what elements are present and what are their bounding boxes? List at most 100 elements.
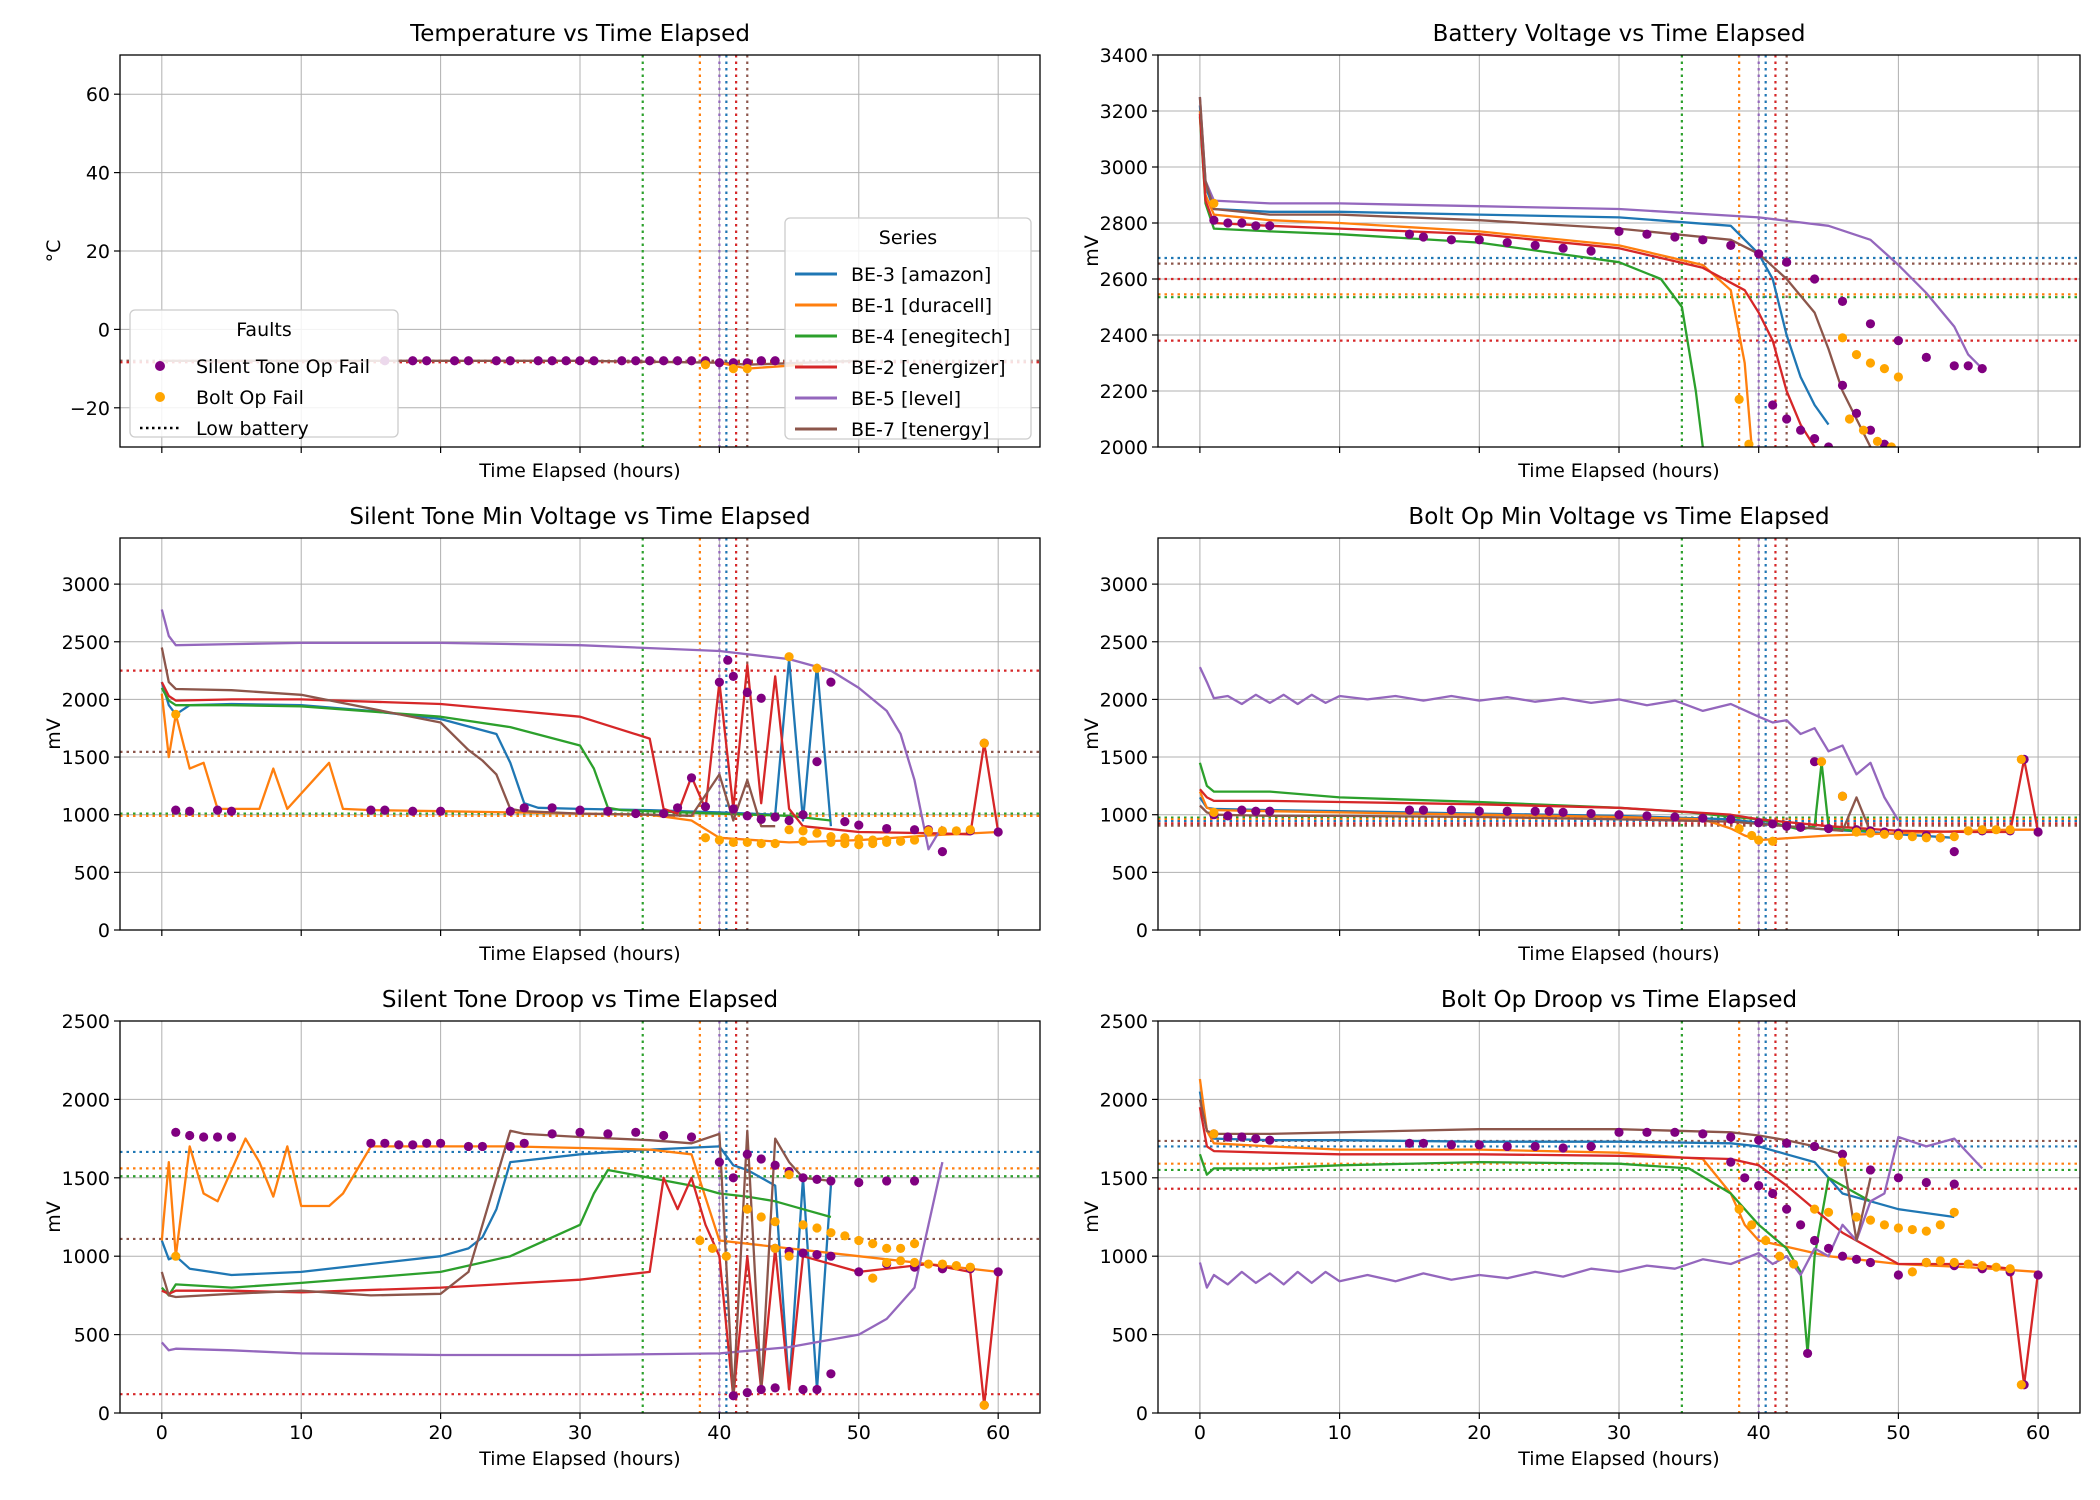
bolt-op-fail-marker xyxy=(826,832,836,842)
chart-temperature: −20 0 20 40 60 Temperature vs Time Elapsed Tim… xyxy=(43,21,1041,482)
silent-tone-fail-marker xyxy=(477,1141,488,1152)
silent-tone-fail-marker xyxy=(1586,808,1596,819)
silent-tone-fail-marker xyxy=(1754,1135,1764,1145)
silent-tone-fail-marker xyxy=(575,356,585,366)
bolt-op-fail-marker xyxy=(937,826,948,836)
y-tick-label: 3000 xyxy=(1100,574,1148,596)
bolt-op-fail-marker xyxy=(882,1243,892,1253)
y-tick-label: 0 xyxy=(98,319,110,341)
bolt-op-fail-marker xyxy=(770,838,780,849)
silent-tone-fail-marker xyxy=(645,356,655,366)
silent-tone-fail-marker xyxy=(714,677,724,687)
y-tick-label: 3200 xyxy=(1100,101,1148,123)
y-tick-label: 2500 xyxy=(1100,632,1148,654)
bolt-op-fail-marker xyxy=(826,1228,836,1238)
silent-tone-fail-marker xyxy=(1209,215,1219,225)
bolt-op-fail-marker xyxy=(1734,823,1744,834)
bolt-op-fail-marker xyxy=(742,837,752,847)
y-axis-label: mV xyxy=(1081,235,1103,267)
bolt-op-fail-marker xyxy=(1865,828,1876,838)
y-tick-label: 2000 xyxy=(1100,689,1148,711)
bolt-op-fail-marker xyxy=(728,837,738,847)
silent-tone-fail-marker xyxy=(1418,805,1429,815)
y-tick-label: 40 xyxy=(86,163,110,185)
bolt-op-fail-marker xyxy=(1775,1251,1785,1261)
bolt-op-fail-marker xyxy=(882,835,892,845)
y-tick-label: 500 xyxy=(74,1325,110,1347)
silent-tone-fail-marker xyxy=(436,1138,446,1148)
bolt-op-fail-marker xyxy=(1865,358,1876,368)
silent-tone-fail-marker xyxy=(1768,1188,1778,1199)
silent-tone-fail-marker xyxy=(770,1383,780,1393)
silent-tone-fail-marker xyxy=(812,757,822,767)
bolt-op-fail-marker xyxy=(1851,1212,1862,1222)
series-line xyxy=(1198,113,1816,447)
y-tick-label: 1000 xyxy=(1100,1246,1148,1268)
bolt-op-fail-marker xyxy=(784,1251,794,1261)
x-axis-label: Time Elapsed (hours) xyxy=(478,943,680,965)
x-tick-label: 30 xyxy=(1607,1422,1631,1444)
plot-area xyxy=(1158,538,2080,930)
chart-battery-voltage: 2000 2200 2400 2600 2800 3000 3200 3400 Battery … xyxy=(1081,21,2081,482)
silent-tone-fail-marker xyxy=(2033,1270,2043,1280)
bolt-op-fail-marker xyxy=(909,1239,920,1249)
grid xyxy=(1158,1020,2080,1414)
y-tick-label: 2000 xyxy=(1100,1089,1148,1111)
bolt-op-fail-marker xyxy=(784,652,794,662)
silent-tone-fail-marker xyxy=(1614,226,1624,236)
legend-title: Faults xyxy=(236,319,292,341)
silent-tone-fail-marker xyxy=(826,1176,836,1186)
silent-tone-fail-marker xyxy=(1544,806,1554,816)
silent-tone-fail-marker xyxy=(533,356,543,366)
silent-tone-fail-marker xyxy=(1865,425,1876,435)
silent-tone-fail-marker xyxy=(1768,400,1778,410)
silent-tone-fail-marker xyxy=(1837,380,1848,390)
silent-tone-fail-marker xyxy=(1865,319,1876,329)
silent-tone-fail-marker xyxy=(909,1176,920,1186)
y-tick-label: 60 xyxy=(86,84,110,106)
silent-tone-fail-marker xyxy=(1796,425,1806,435)
silent-tone-fail-marker xyxy=(672,803,683,813)
x-tick-label: 60 xyxy=(986,1422,1010,1444)
silent-tone-fail-marker xyxy=(937,847,948,857)
bolt-op-fail-marker xyxy=(979,738,989,748)
silent-tone-fail-marker xyxy=(686,1132,697,1142)
chart-bolt-op-droop: 0 10 20 30 40 50 60 0 500 1000 1500 2000 2500 Bolt Op… xyxy=(1081,987,2081,1470)
silent-tone-fail-marker xyxy=(1446,1140,1456,1150)
plot-area xyxy=(120,538,1040,930)
bolt-op-fail-marker xyxy=(1837,791,1848,801)
bolt-op-fail-marker xyxy=(171,709,181,720)
bolt-op-fail-marker xyxy=(1949,1207,1959,1217)
silent-tone-fail-marker xyxy=(171,805,181,815)
silent-tone-fail-marker xyxy=(742,687,752,698)
bolt-op-fail-marker xyxy=(840,833,850,843)
bolt-op-fail-marker xyxy=(728,364,738,374)
silent-tone-fail-marker xyxy=(422,356,432,366)
silent-tone-fail-marker xyxy=(1642,1127,1652,1137)
silent-tone-fail-marker xyxy=(631,1127,641,1137)
y-tick-label: 2500 xyxy=(1100,1011,1148,1033)
silent-tone-fail-marker xyxy=(226,806,237,816)
bolt-op-fail-marker xyxy=(1858,425,1869,435)
bolt-op-fail-marker xyxy=(1851,827,1862,837)
legend-label: BE-4 [enegitech] xyxy=(851,326,1010,348)
legend-marker xyxy=(155,361,165,371)
bolt-op-fail-marker xyxy=(1879,364,1890,374)
silent-tone-fail-marker xyxy=(1530,240,1540,250)
silent-tone-fail-marker xyxy=(394,1140,404,1150)
bolt-op-fail-marker xyxy=(923,1259,934,1269)
silent-tone-fail-marker xyxy=(1754,249,1764,259)
silent-tone-fail-marker xyxy=(1740,1173,1750,1183)
bolt-op-fail-marker xyxy=(1744,439,1754,447)
silent-tone-fail-marker xyxy=(714,1157,724,1167)
plot-area xyxy=(1158,1021,2080,1413)
silent-tone-fail-marker xyxy=(1698,1129,1708,1139)
bolt-op-fail-marker xyxy=(756,1212,766,1222)
x-tick-label: 50 xyxy=(1886,1422,1910,1444)
y-tick-label: 1000 xyxy=(1100,805,1148,827)
silent-tone-fail-marker xyxy=(742,1149,752,1159)
x-tick-label: 10 xyxy=(1328,1422,1352,1444)
bolt-op-fail-marker xyxy=(854,1235,864,1246)
bolt-op-fail-marker xyxy=(1893,372,1903,382)
silent-tone-fail-marker xyxy=(1726,240,1736,250)
